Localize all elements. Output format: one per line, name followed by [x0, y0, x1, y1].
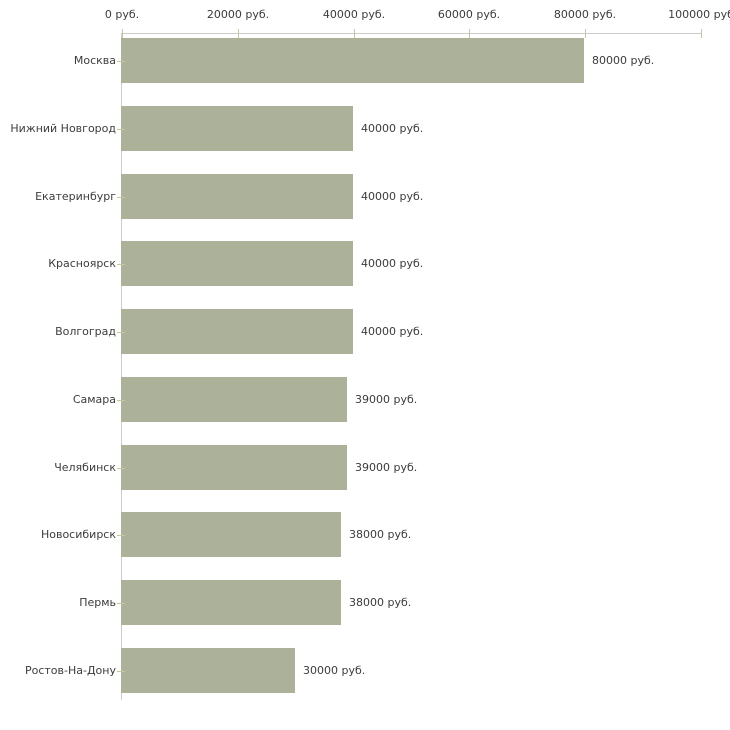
x-axis-tick-label: 60000 руб.: [437, 8, 501, 21]
y-axis-tick: [117, 400, 125, 401]
y-axis-tick: [117, 535, 125, 536]
bar-10: [121, 648, 295, 693]
value-label: 39000 руб.: [355, 461, 418, 474]
y-axis-tick: [117, 468, 125, 469]
bar-6: [121, 377, 347, 422]
category-label: Красноярск: [48, 257, 116, 270]
x-axis-tick: [238, 29, 239, 38]
bar-4: [121, 241, 353, 286]
bar-8: [121, 512, 341, 557]
bar-3: [121, 174, 353, 219]
bar-9: [121, 580, 341, 625]
value-label: 38000 руб.: [349, 596, 412, 609]
bar-5: [121, 309, 353, 354]
bar-2: [121, 106, 353, 151]
bar-7: [121, 445, 347, 490]
bar-1: [121, 38, 584, 83]
value-label: 40000 руб.: [361, 190, 424, 203]
category-label: Волгоград: [55, 325, 116, 338]
y-axis-tick: [117, 332, 125, 333]
category-label: Новосибирск: [40, 528, 116, 541]
y-axis-tick: [117, 671, 125, 672]
value-label: 39000 руб.: [355, 393, 418, 406]
plot-area: 0 руб. 20000 руб. 40000 руб. 60000 руб. 8000…: [105, 8, 730, 700]
value-label: 80000 руб.: [592, 54, 655, 67]
category-label: Нижний Новгород: [10, 122, 116, 135]
x-axis-tick-label: 20000 руб.: [206, 8, 270, 21]
y-axis-tick: [117, 61, 125, 62]
category-label: Челябинск: [54, 461, 116, 474]
x-axis-tick: [585, 29, 586, 38]
x-axis-tick: [122, 29, 123, 38]
y-axis-tick: [117, 129, 125, 130]
category-label: Москва: [73, 54, 116, 67]
value-label: 38000 руб.: [349, 528, 412, 541]
category-label: Пермь: [79, 596, 116, 609]
y-axis-tick: [117, 197, 125, 198]
x-axis-tick-label: 80000 руб.: [553, 8, 617, 21]
x-axis-tick-label: 40000 руб.: [322, 8, 386, 21]
x-axis-tick: [701, 29, 702, 38]
y-axis-tick: [117, 264, 125, 265]
y-axis-tick: [117, 603, 125, 604]
x-axis-tick: [469, 29, 470, 38]
x-axis-tick: [354, 29, 355, 38]
value-label: 40000 руб.: [361, 257, 424, 270]
category-label: Самара: [72, 393, 116, 406]
category-label: Екатеринбург: [35, 190, 116, 203]
category-label: Ростов-На-Дону: [24, 664, 116, 677]
x-axis-tick-label: 100000 руб: [668, 8, 730, 21]
value-label: 40000 руб.: [361, 122, 424, 135]
value-label: 40000 руб.: [361, 325, 424, 338]
x-axis-tick-label: 0 руб.: [104, 8, 140, 21]
value-label: 30000 руб.: [303, 664, 366, 677]
